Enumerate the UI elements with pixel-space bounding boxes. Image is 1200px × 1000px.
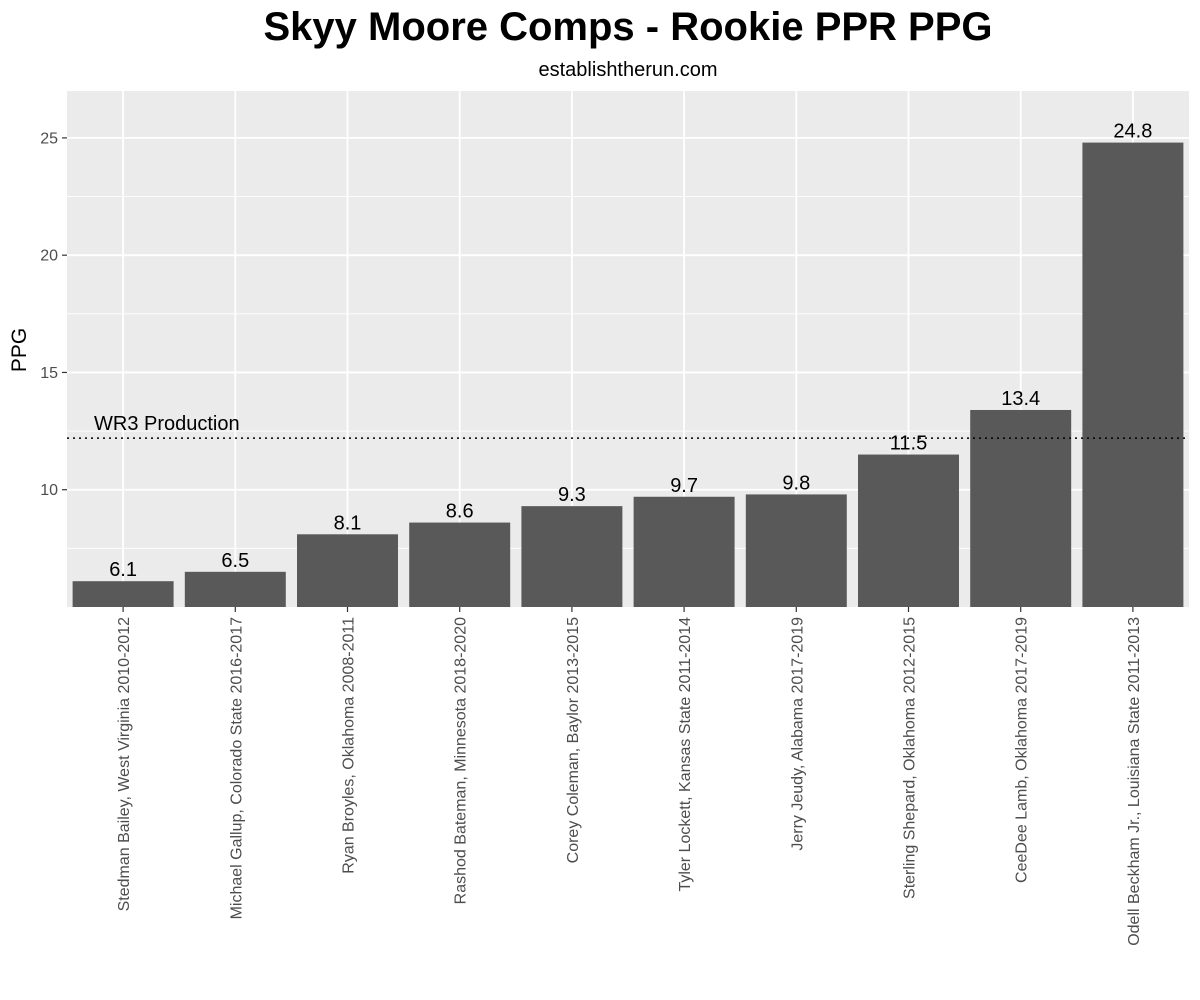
data-label: 6.1 [109,559,137,581]
y-axis-label: PPG [8,328,31,372]
y-tick-label: 10 [40,482,58,499]
data-label: 13.4 [1001,388,1040,410]
data-label: 9.3 [558,484,586,506]
bar [745,494,847,607]
x-tick-label: Stedman Bailey, West Virginia 2010-2012 [116,617,133,912]
x-tick-label: CeeDee Lamb, Oklahoma 2017-2019 [1014,617,1031,883]
reference-line-label: WR3 Production [94,413,240,435]
x-tick-label: Odell Beckham Jr., Louisiana State 2011-… [1126,617,1143,946]
bars [72,142,1184,607]
data-label: 8.1 [334,512,362,534]
x-tick-label: Michael Gallup, Colorado State 2016-2017 [228,617,245,920]
y-tick-label: 20 [40,248,58,265]
x-tick-label: Rashod Bateman, Minnesota 2018-2020 [453,617,470,904]
bar [970,409,1072,607]
y-tick-label: 15 [40,365,58,382]
bar [1082,142,1184,607]
data-label: 6.5 [221,550,249,572]
x-tick-label: Ryan Broyles, Oklahoma 2008-2011 [341,617,358,874]
y-axis-ticks: 10 15 20 25 [40,130,67,499]
chart-subtitle: establishtherun.com [539,59,718,81]
bar [633,496,735,607]
data-label: 11.5 [890,433,927,455]
chart-title: Skyy Moore Comps - Rookie PPR PPG [263,5,992,49]
data-labels: 6.1 6.5 8.1 8.6 9.3 9.7 9.8 11.5 13.4 24.8 [109,121,1152,582]
reference-line-group: WR3 Production [67,413,1189,439]
x-tick-label: Jerry Jeudy, Alabama 2017-2019 [789,617,806,851]
x-tick-label: Sterling Shepard, Oklahoma 2012-2015 [902,617,919,899]
grid-major [67,91,1189,607]
x-axis-ticks: Stedman Bailey, West Virginia 2010-2012 M… [116,607,1143,946]
y-tick-label: 25 [40,130,58,147]
bar [858,454,959,607]
data-label: 9.8 [782,472,810,494]
x-tick-label: Tyler Lockett, Kansas State 2011-2014 [677,617,694,892]
data-label: 8.6 [446,501,474,523]
x-tick-label: Corey Coleman, Baylor 2013-2015 [565,617,582,863]
bar [297,534,398,607]
bar [184,571,286,607]
bar [521,506,623,607]
bar [409,522,511,607]
data-label: 24.8 [1113,121,1152,143]
bar [72,581,174,607]
data-label: 9.7 [670,475,698,497]
